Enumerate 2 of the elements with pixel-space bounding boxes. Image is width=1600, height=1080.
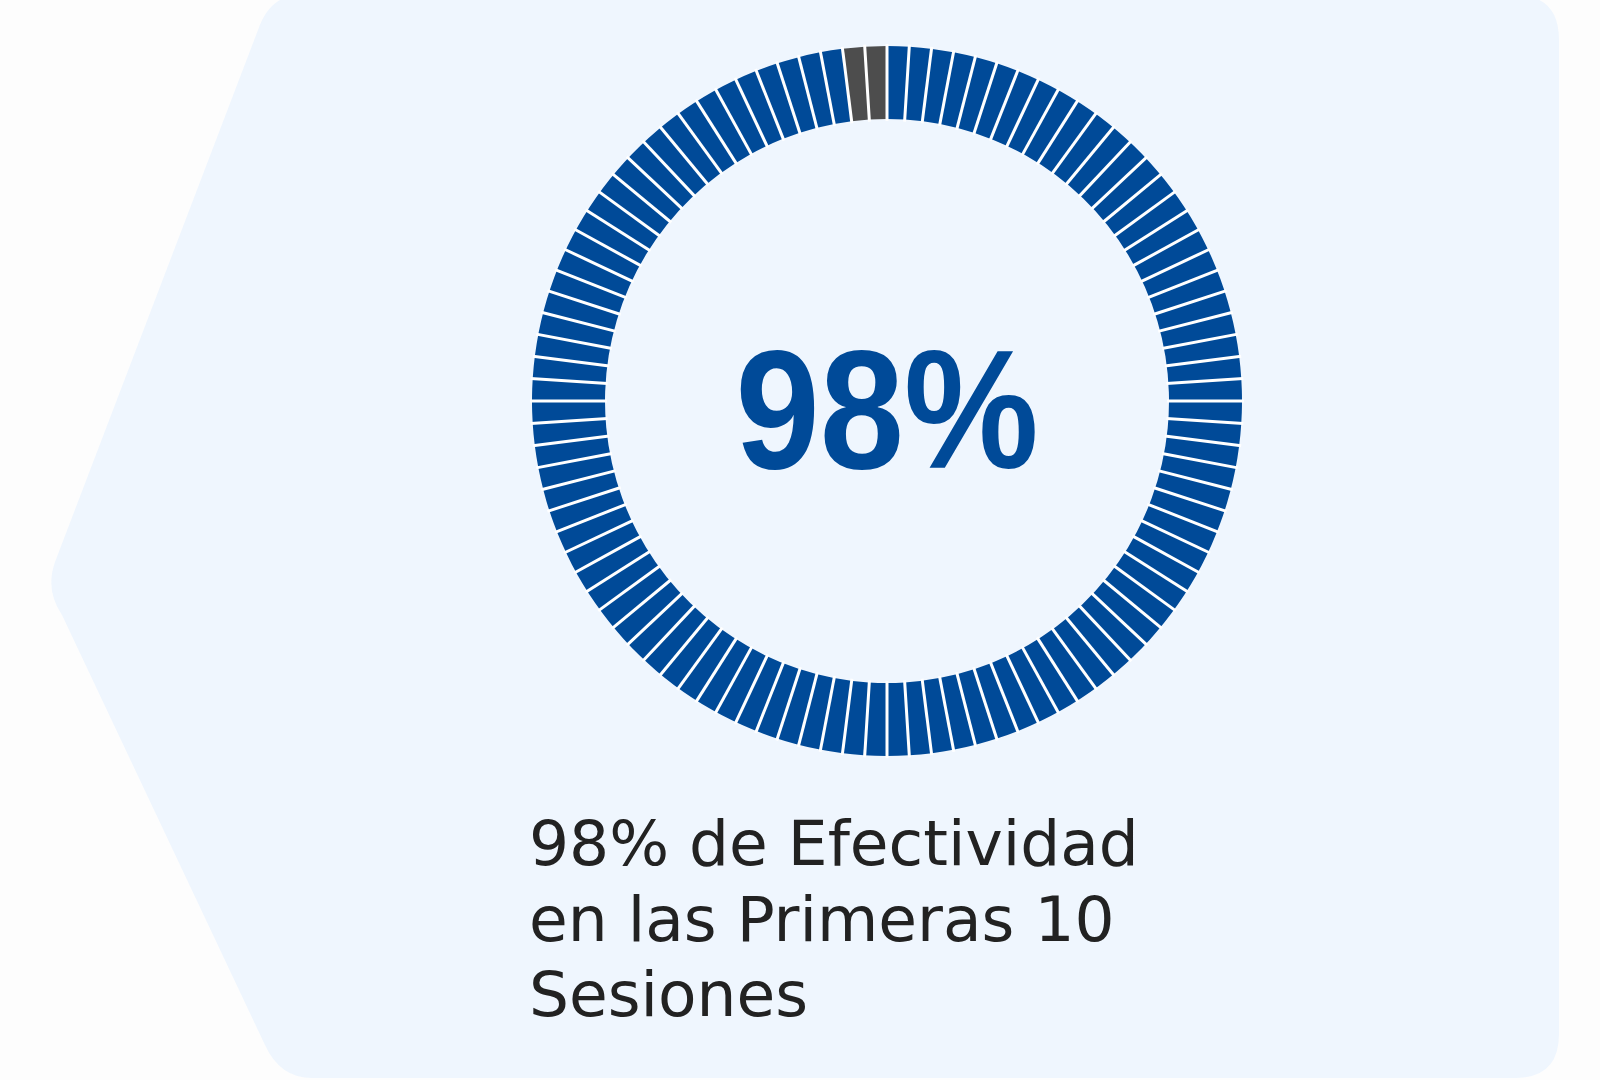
text: 98% (735, 316, 1072, 504)
text: 98% de Efectividad en las Primeras 10 Sesiones (529, 807, 1139, 1031)
